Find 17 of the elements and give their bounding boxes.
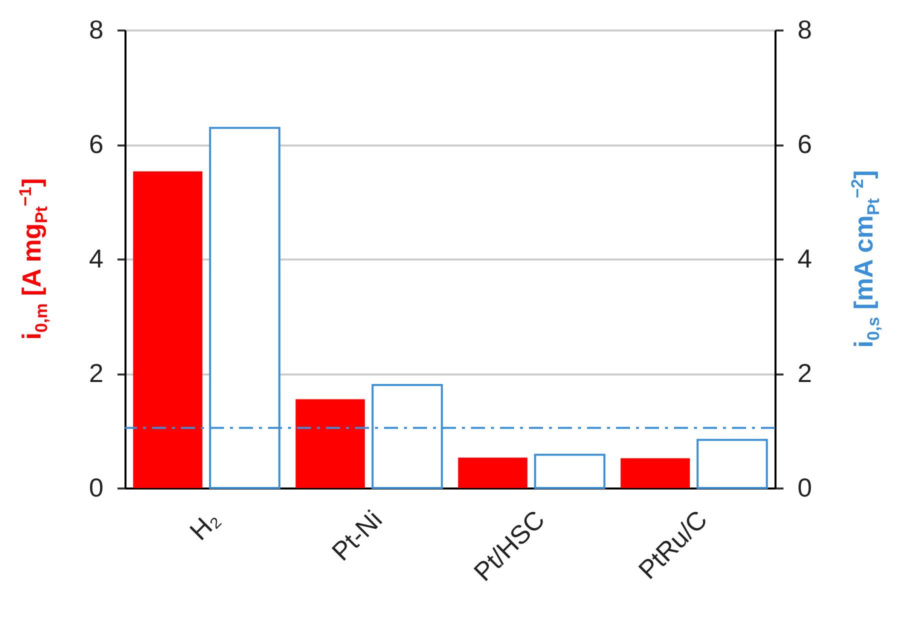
x-tick-label: H₂ xyxy=(184,504,226,546)
bar xyxy=(696,438,768,489)
y2-tick-label: 8 xyxy=(798,14,812,44)
y2-tick-label: 2 xyxy=(798,358,812,388)
bar xyxy=(296,399,365,488)
bar xyxy=(620,458,690,488)
y2-tick-label: 6 xyxy=(798,129,812,159)
y-tick-label: 2 xyxy=(89,358,104,388)
y-tick-label: 4 xyxy=(89,244,104,274)
bar xyxy=(458,458,528,488)
y2-tick-label: 0 xyxy=(798,472,812,502)
bar xyxy=(534,454,606,489)
y-tick-label: 8 xyxy=(89,14,104,44)
bar xyxy=(133,171,202,488)
y-tick-label: 0 xyxy=(89,472,104,502)
y2-tick-label: 4 xyxy=(798,244,812,274)
y-tick-label: 6 xyxy=(89,129,104,159)
